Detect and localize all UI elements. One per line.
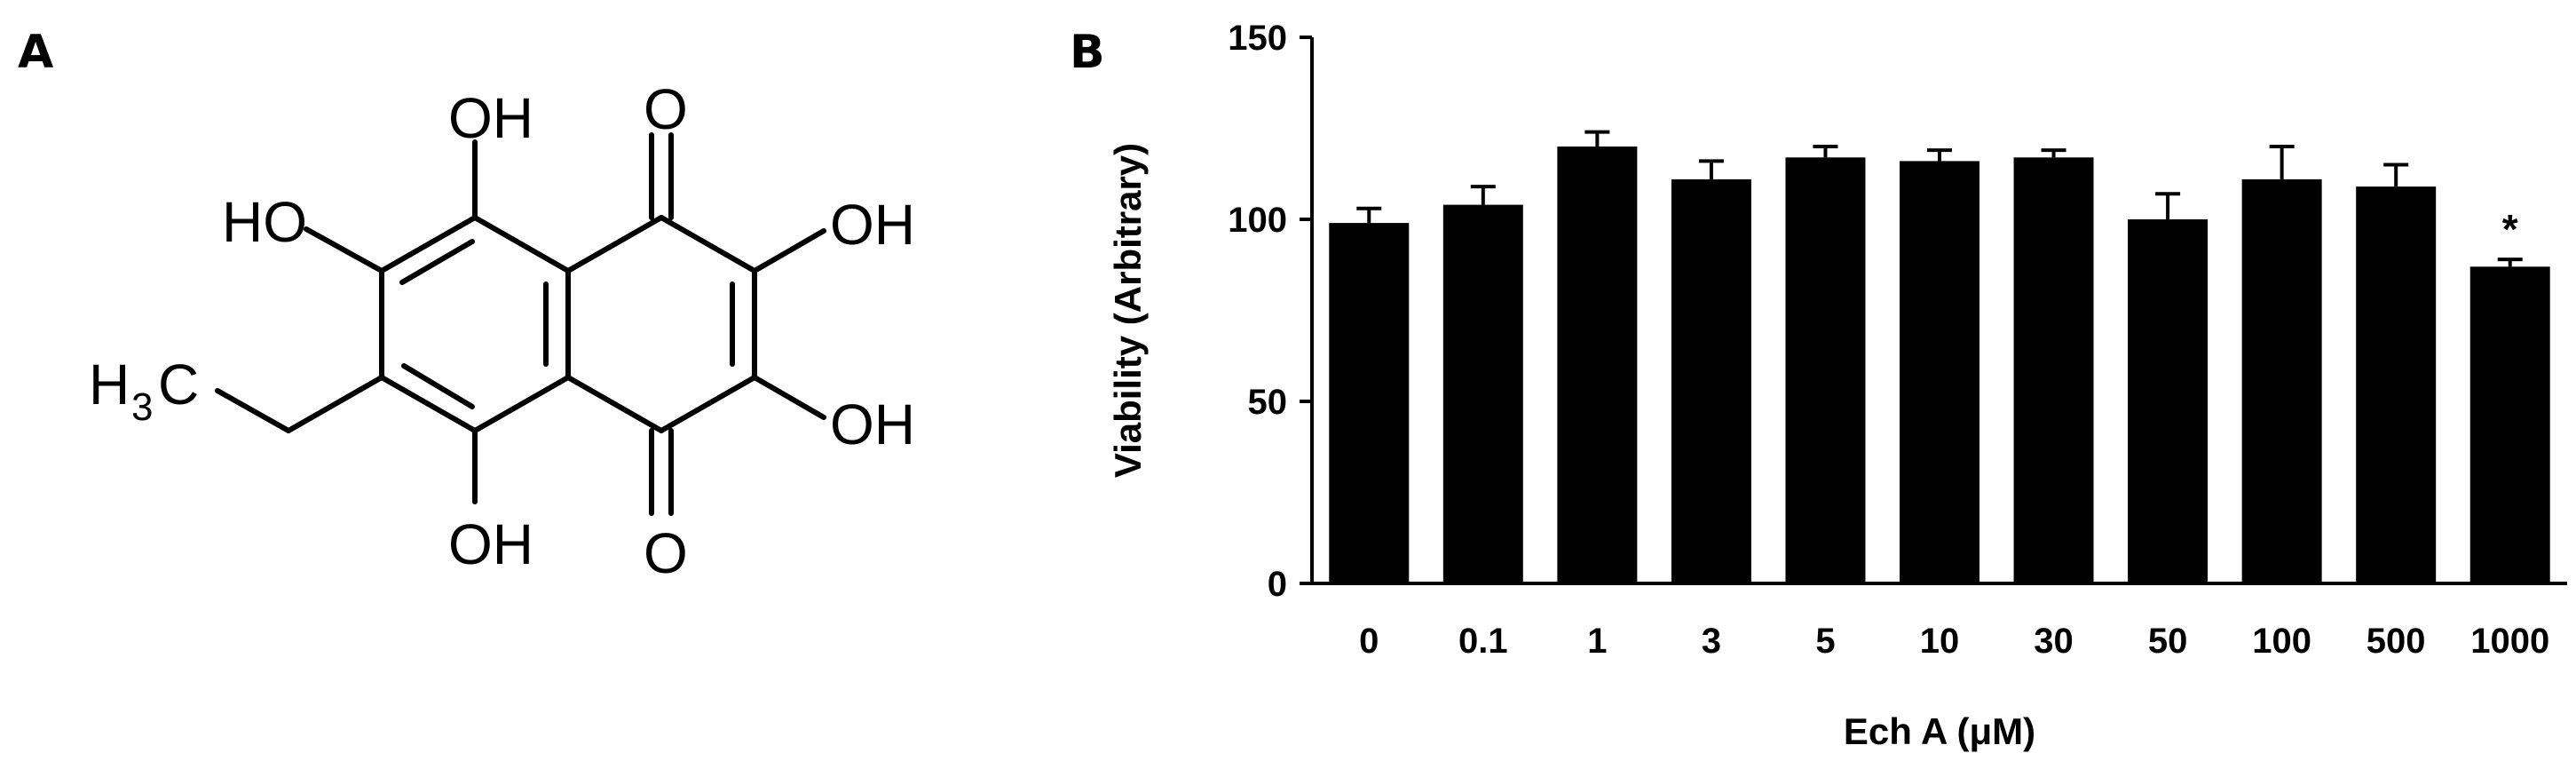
bar: [1671, 178, 1751, 583]
x-tick-label: 30: [2034, 622, 2074, 661]
atom-label-ho: HO: [222, 190, 307, 254]
bond: [401, 363, 475, 409]
bond: [659, 215, 757, 274]
atom-label-h3c-h: H: [89, 353, 130, 416]
x-tick-label: 1: [1587, 622, 1607, 661]
bond: [659, 375, 757, 433]
x-tick-label: 0.1: [1458, 622, 1508, 661]
x-tick-label: 500: [2367, 622, 2426, 661]
x-axis-tick-labels: 0 0.1 1 3 5 10 30 50 100 500 1000: [1359, 622, 2549, 661]
atom-label-oh: OH: [830, 392, 915, 456]
bond: [215, 388, 291, 433]
bond: [565, 215, 664, 274]
y-tick-label: 150: [1228, 19, 1287, 58]
bond: [752, 228, 826, 274]
bond: [379, 215, 478, 274]
atom-label-h3c-c: C: [158, 353, 199, 416]
bar-chart: 0 50 100 150 * 0 0.1 1 3 5 10 30 50 100 500 1000 Ech …: [1107, 19, 2567, 752]
x-tick-label: 3: [1702, 622, 1721, 661]
bond: [752, 375, 826, 420]
panel-label-a: A: [18, 26, 53, 79]
bar: [1442, 204, 1523, 583]
x-tick-label: 10: [1920, 622, 1960, 661]
x-tick-label: 100: [2252, 622, 2311, 661]
bar: [1557, 147, 1638, 583]
atom-label-o: O: [644, 521, 688, 585]
atom-label-h3c-subscript: 3: [131, 385, 153, 429]
y-axis-title: Viability (Arbitrary): [1107, 143, 1149, 478]
bond: [304, 226, 384, 274]
bar: [1329, 223, 1410, 583]
error-bars: [1356, 130, 2523, 267]
panel-label-b: B: [1070, 26, 1105, 79]
atom-label-o: O: [644, 77, 688, 141]
bond: [379, 375, 478, 433]
bar: [2241, 178, 2322, 583]
y-tick-label: 50: [1248, 383, 1288, 422]
atom-label-oh: OH: [448, 512, 533, 576]
y-axis-ticks: 0 50 100 150: [1228, 19, 1312, 604]
bond: [565, 375, 664, 433]
atom-label-oh: OH: [448, 86, 533, 150]
bars: [1329, 147, 2550, 584]
bond: [472, 215, 571, 274]
x-tick-label: 1000: [2470, 622, 2549, 661]
bar: [1785, 157, 1866, 584]
x-tick-label: 0: [1359, 622, 1379, 661]
bond: [472, 375, 571, 433]
annotations: *: [2502, 206, 2518, 252]
significance-marker: *: [2502, 206, 2518, 252]
bar: [2356, 186, 2437, 583]
chemical-structure: OH HO O OH H 3 C OH OH O: [89, 77, 915, 585]
y-tick-label: 0: [1268, 565, 1287, 604]
atom-label-oh: OH: [830, 193, 915, 257]
y-tick-label: 100: [1228, 201, 1287, 240]
bond: [286, 375, 384, 433]
x-axis-title: Ech A (μM): [1844, 710, 2035, 752]
bar: [2128, 219, 2209, 583]
x-tick-label: 5: [1815, 622, 1835, 661]
bond: [399, 239, 475, 285]
x-tick-label: 50: [2148, 622, 2188, 661]
bar: [2013, 157, 2094, 584]
bar: [2469, 266, 2550, 583]
bar: [1900, 161, 1979, 583]
